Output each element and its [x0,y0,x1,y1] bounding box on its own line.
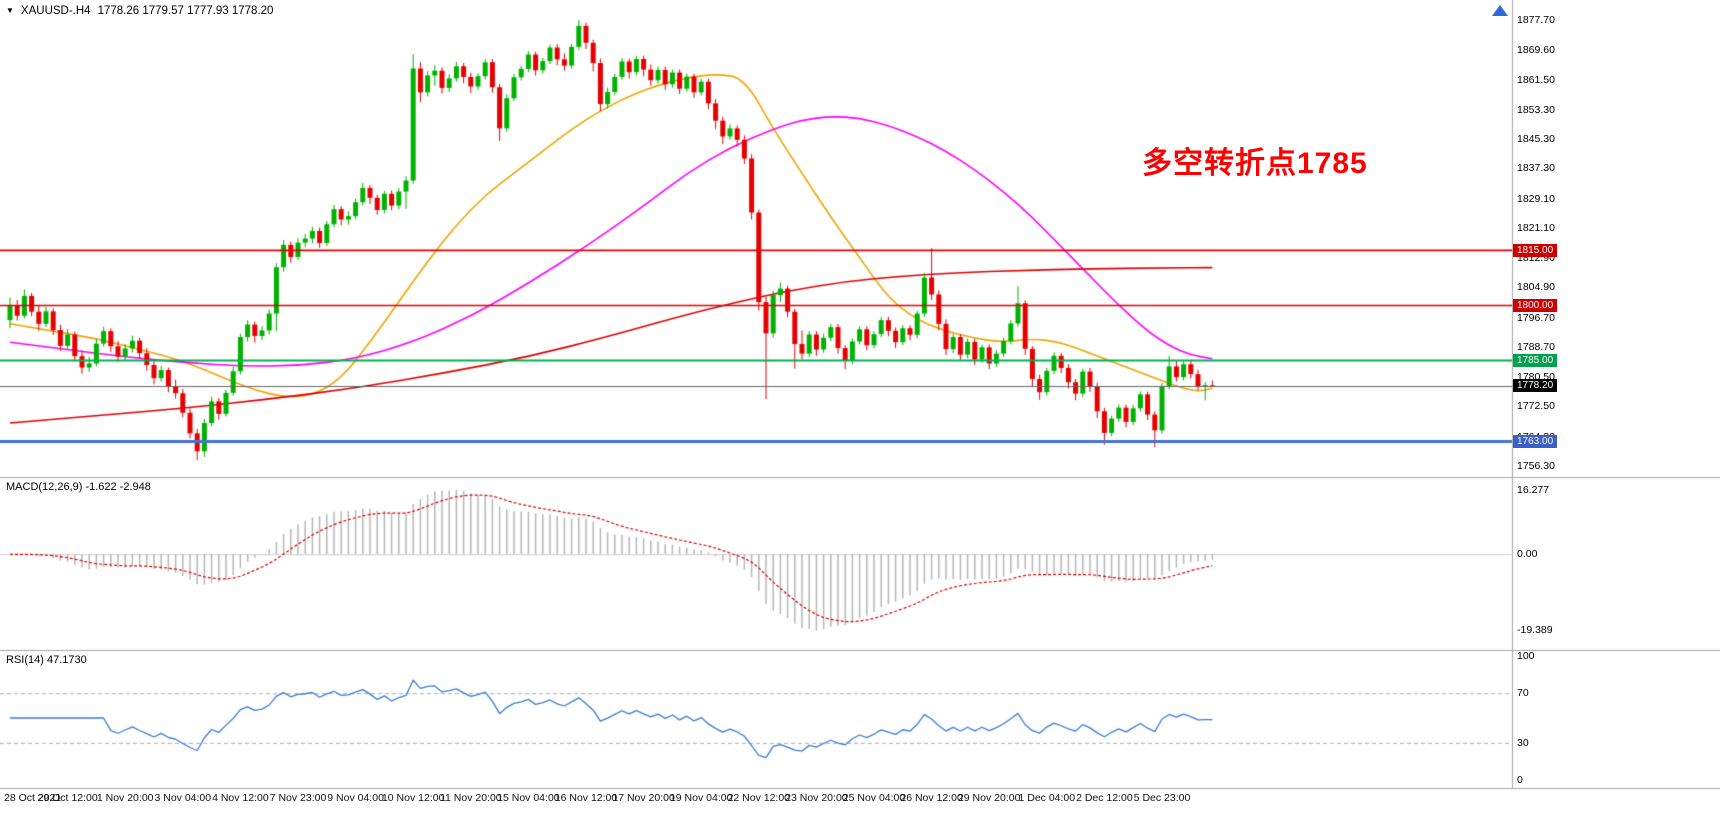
time-axis-label[interactable]: 17 Nov 20:00 [612,792,675,804]
price-level-tag: 1763.00 [1513,434,1558,448]
time-axis-label[interactable]: 16 Nov 12:00 [554,792,618,804]
time-axis-label[interactable]: 10 Nov 12:00 [381,792,445,804]
annotation-text: 多空转折点1785 [1142,147,1368,180]
rsi-scale-label: 0 [1517,774,1523,786]
price-axis-label: 1829.10 [1517,192,1555,205]
time-axis-label[interactable]: 29 Oct 12:00 [37,792,98,804]
macd-indicator-label: MACD(12,26,9) -1.622 -2.948 [6,481,151,493]
macd-scale-label: 16.277 [1517,483,1550,496]
time-axis-label[interactable]: 28 Oct 2021 [4,792,62,804]
rsi-scale-label: 70 [1517,687,1529,700]
price-axis-label: 1788.70 [1517,340,1555,353]
current-price-tag: 1778.20 [1513,379,1558,393]
time-axis-label[interactable]: 29 Nov 20:00 [957,792,1021,804]
time-axis-label[interactable]: 1 Nov 20:00 [96,792,154,804]
time-axis-label[interactable]: 7 Nov 23:00 [269,792,327,804]
macd-scale-label: 0.00 [1517,548,1538,561]
rsi-scale-label: 100 [1517,650,1535,662]
time-axis-label[interactable]: 26 Nov 12:00 [900,792,963,804]
time-axis-label[interactable]: 23 Nov 20:00 [785,792,848,804]
price-axis-label: 1804.90 [1517,281,1555,294]
price-level-tag: 1785.00 [1513,354,1558,368]
price-axis-label: 1821.10 [1517,221,1555,234]
price-axis-label: 1853.30 [1517,103,1555,116]
rsi-indicator-label: RSI(14) 47.1730 [6,654,87,666]
price-axis-label: 1837.30 [1517,162,1555,175]
time-axis-label[interactable]: 5 Dec 23:00 [1133,792,1191,804]
time-axis-label[interactable]: 1 Dec 04:00 [1018,792,1076,804]
time-axis-label[interactable]: 4 Nov 12:00 [212,792,269,804]
time-axis-label[interactable]: 2 Dec 12:00 [1076,792,1133,804]
time-axis-label[interactable]: 3 Nov 04:00 [154,792,212,804]
time-axis-label[interactable]: 25 Nov 04:00 [842,792,906,804]
ohlc-values: 1778.26 1779.57 1777.93 1778.20 [97,5,274,17]
time-axis-label[interactable]: 15 Nov 04:00 [497,792,560,804]
macd-scale-label: -19.389 [1517,624,1553,637]
symbol-ohlc-readout: ▼ XAUUSD-.H4 1778.26 1779.57 1777.93 177… [6,5,273,17]
price-level-tag: 1800.00 [1513,298,1558,312]
time-axis-label[interactable]: 19 Nov 04:00 [669,792,733,804]
price-axis-label: 1869.60 [1517,43,1555,56]
price-axis-label: 1877.70 [1517,14,1555,26]
time-axis-label[interactable]: 22 Nov 12:00 [727,792,791,804]
time-axis-label[interactable]: 11 Nov 20:00 [439,792,502,804]
price-axis-label: 1756.30 [1517,460,1555,472]
symbol-timeframe-label: XAUUSD-.H4 [20,5,91,17]
price-axis-label: 1772.50 [1517,400,1555,413]
chart-shift-marker-icon [1492,5,1508,16]
time-axis-label[interactable]: 9 Nov 04:00 [327,792,384,804]
rsi-scale-label: 30 [1517,736,1529,749]
price-axis-label: 1845.30 [1517,133,1555,146]
price-axis-label: 1796.70 [1517,311,1555,324]
one-click-trading-arrow-icon[interactable]: ▼ [6,6,14,15]
price-level-tag: 1815.00 [1513,243,1558,257]
price-axis-label: 1861.50 [1517,73,1555,86]
